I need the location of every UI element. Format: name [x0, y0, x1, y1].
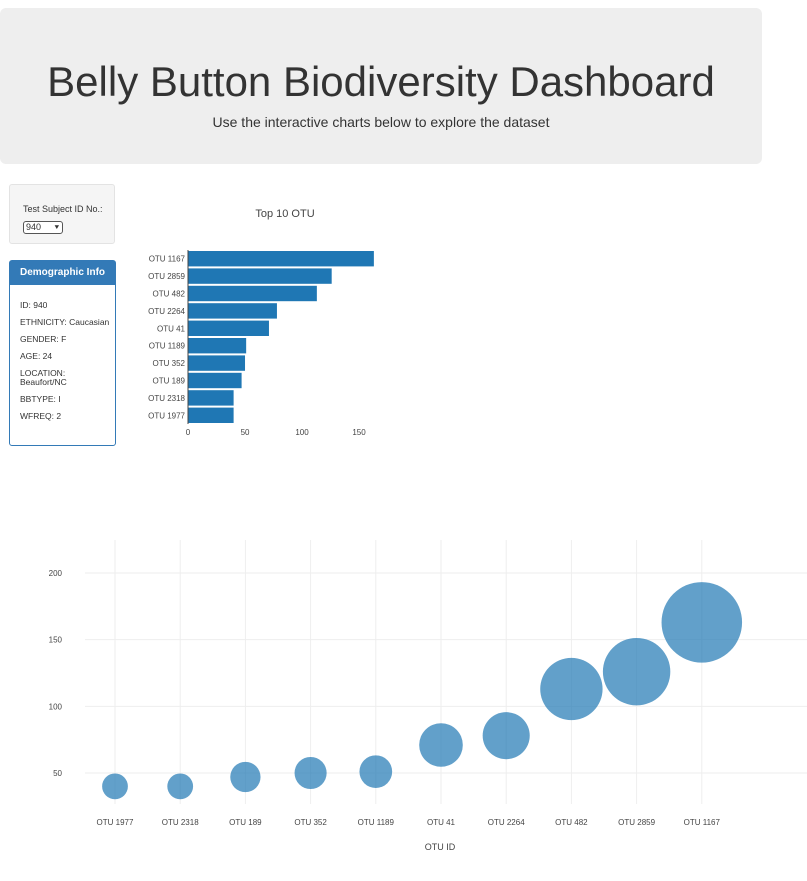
bar-category-label: OTU 41 [157, 324, 186, 333]
bubble-x-tick-label: OTU 1977 [97, 818, 134, 827]
top10-otu-bar-chart: Top 10 OTU OTU 1167 OTU 2859 OTU 482 OTU 22… [148, 208, 374, 437]
header-jumbotron: Belly Button Biodiversity Dashboard Use … [0, 8, 762, 164]
bar-category-label: OTU 2318 [148, 394, 185, 403]
bar-category-label: OTU 1977 [148, 411, 185, 420]
demographic-info-panel: Demographic Info ID: 940 ETHNICITY: Cauca… [9, 260, 116, 446]
otu-bubble[interactable] [661, 582, 743, 663]
otu-bubble[interactable] [419, 723, 463, 767]
chevron-down-icon: ⯆ [53, 223, 60, 232]
otu-bar[interactable] [188, 390, 234, 406]
demographic-row: ETHNICITY: Caucasian [20, 317, 110, 327]
otu-bubble[interactable] [294, 756, 327, 790]
bubble-y-tick-label: 50 [53, 769, 62, 778]
demographic-row: LOCATION: Beaufort/NC [20, 368, 67, 387]
demographic-row: WFREQ: 2 [20, 411, 62, 421]
otu-bar[interactable] [188, 251, 374, 267]
bar-category-label: OTU 482 [153, 290, 186, 299]
bar-category-label: OTU 1189 [149, 342, 186, 351]
page-title: Belly Button Biodiversity Dashboard [47, 58, 715, 105]
otu-bar[interactable] [188, 338, 247, 354]
bubble-x-tick-label: OTU 1167 [684, 818, 721, 827]
otu-bubble[interactable] [359, 755, 393, 789]
otu-bar[interactable] [188, 303, 277, 319]
demographic-row: AGE: 24 [20, 351, 53, 361]
bubble-x-tick-label: OTU 2859 [618, 818, 655, 827]
bubble-x-tick-label: OTU 2318 [162, 818, 199, 827]
bar-category-label: OTU 1167 [149, 255, 186, 264]
bubble-x-tick-label: OTU 189 [229, 818, 262, 827]
otu-bubble[interactable] [167, 773, 194, 800]
bubble-x-tick-label: OTU 41 [427, 818, 456, 827]
otu-bar[interactable] [188, 285, 317, 302]
otu-bubble[interactable] [602, 637, 671, 706]
subject-id-selected-value: 940 [26, 222, 42, 232]
bubble-y-tick-label: 150 [49, 636, 63, 645]
bar-chart-title: Top 10 OTU [255, 208, 314, 220]
subject-selector-well: Test Subject ID No.: 940 ⯆ [9, 184, 115, 244]
subject-selector-label: Test Subject ID No.: [23, 204, 103, 214]
otu-bubble[interactable] [230, 761, 261, 793]
otu-bubble-chart: 50 100 150 200 OTU 1977 OTU 2318 OTU 189 OTU 35… [49, 540, 807, 852]
demographic-row: ID: 940 [20, 300, 48, 310]
bubble-x-axis-title: OTU ID [425, 842, 456, 852]
bar-category-label: OTU 352 [153, 359, 186, 368]
otu-bar[interactable] [188, 268, 332, 284]
page-subtitle: Use the interactive charts below to expl… [212, 114, 550, 130]
otu-bar[interactable] [188, 372, 242, 389]
bubble-x-tick-label: OTU 2264 [488, 818, 525, 827]
demographic-row: GENDER: F [20, 334, 67, 344]
subject-id-select[interactable]: 940 ⯆ [23, 221, 63, 234]
demographic-info-body: ID: 940 ETHNICITY: Caucasian GENDER: F AGE:… [20, 301, 111, 429]
bar-x-tick-label: 100 [295, 428, 309, 437]
bar-category-label: OTU 2264 [148, 307, 185, 316]
otu-bar[interactable] [188, 320, 269, 336]
bar-x-tick-label: 150 [352, 428, 366, 437]
demographic-row: BBTYPE: I [20, 394, 61, 404]
bar-x-tick-label: 0 [186, 428, 191, 437]
otu-bubble[interactable] [540, 657, 603, 721]
otu-bar[interactable] [188, 355, 246, 371]
bar-category-label: OTU 189 [153, 377, 186, 386]
otu-bubble[interactable] [102, 773, 128, 800]
bubble-x-tick-label: OTU 1189 [358, 818, 395, 827]
otu-bar[interactable] [188, 407, 234, 423]
bar-x-tick-label: 50 [241, 428, 250, 437]
bubble-y-tick-label: 200 [49, 569, 63, 578]
bubble-y-tick-label: 100 [49, 702, 63, 711]
demographic-info-heading: Demographic Info [10, 261, 115, 285]
bubble-x-tick-label: OTU 482 [555, 818, 588, 827]
bubble-x-tick-label: OTU 352 [294, 818, 327, 827]
bar-category-label: OTU 2859 [148, 272, 185, 281]
otu-bubble[interactable] [482, 712, 530, 760]
